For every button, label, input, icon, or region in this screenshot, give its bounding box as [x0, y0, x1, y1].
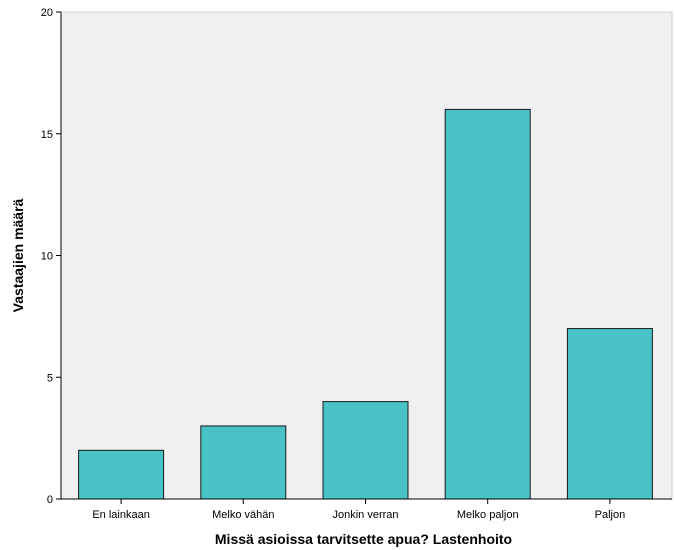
x-axis-title: Missä asioissa tarvitsette apua? Lastenh…	[215, 531, 512, 547]
y-tick-label: 0	[47, 494, 53, 506]
x-tick-label: Paljon	[595, 509, 626, 521]
x-tick-label: Melko vähän	[212, 509, 274, 521]
y-tick-label: 10	[41, 251, 53, 263]
y-tick-label: 20	[41, 7, 53, 19]
bar-series	[78, 108, 653, 500]
y-axis-ticks: 0 5 10 15 20	[41, 7, 61, 506]
bar-jonkin-verran	[322, 401, 409, 500]
x-tick-label: Melko paljon	[457, 509, 519, 521]
bar-en-lainkaan	[78, 449, 165, 500]
y-axis-title: Vastaajien määrä	[10, 198, 26, 312]
x-tick-label: En lainkaan	[92, 509, 150, 521]
y-tick-label: 5	[47, 372, 53, 384]
bar-paljon	[566, 328, 653, 500]
x-axis-ticks: En lainkaan Melko vähän Jonkin verran Melko…	[92, 499, 625, 521]
bar-melko-paljon	[444, 108, 531, 500]
y-tick-label: 15	[41, 129, 53, 141]
x-tick-label: Jonkin verran	[332, 509, 398, 521]
bar-melko-vähän	[200, 425, 287, 500]
